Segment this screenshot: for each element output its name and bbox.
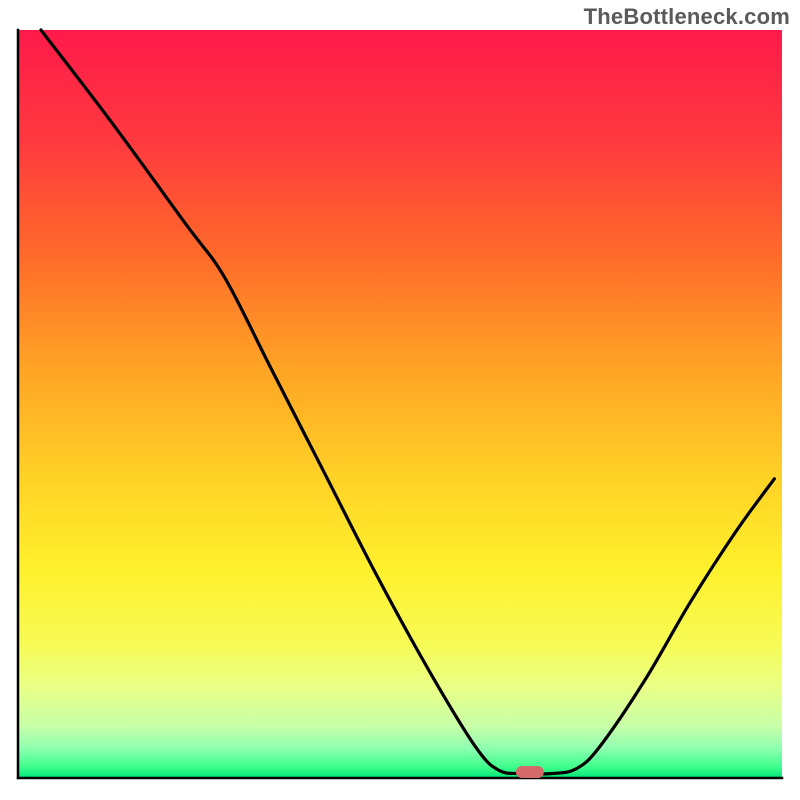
- bottleneck-curve-chart: [0, 0, 800, 800]
- plot-background: [18, 30, 782, 778]
- chart-stage: { "watermark": { "text": "TheBottleneck.…: [0, 0, 800, 800]
- curve-minimum-marker: [516, 766, 544, 778]
